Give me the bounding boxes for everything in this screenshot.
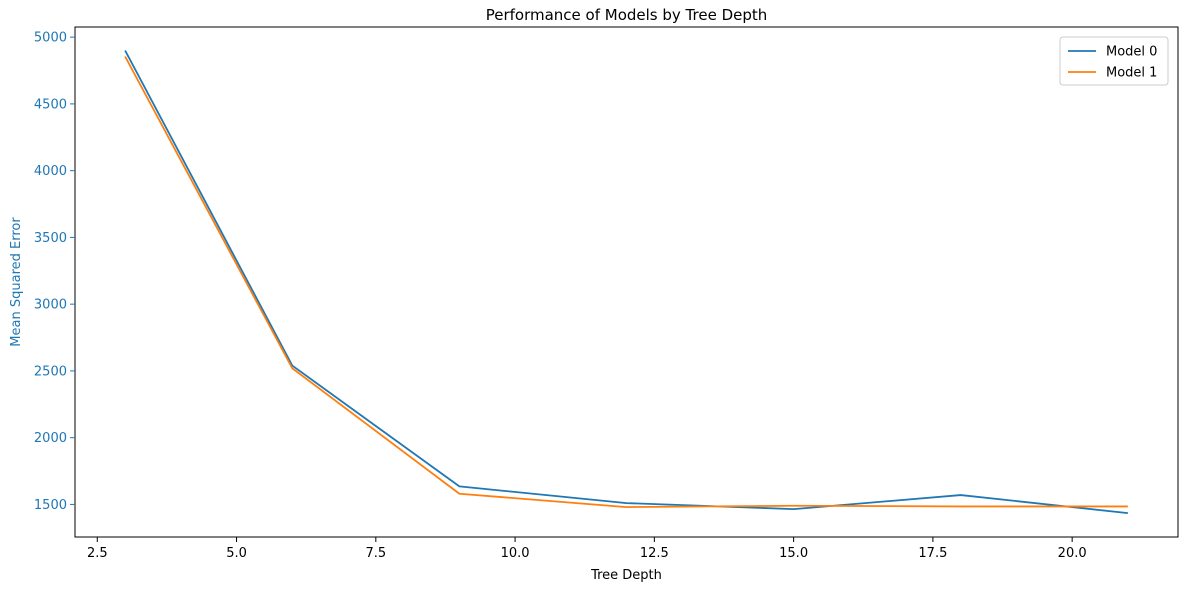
series-layer: [124, 50, 1128, 514]
x-tick-label: 17.5: [918, 546, 947, 561]
y-tick-label: 1500: [34, 498, 67, 513]
legend: Model 0 Model 1: [1059, 36, 1169, 86]
y-axis-label: Mean Squared Error: [9, 217, 24, 347]
x-tick-label: 12.5: [640, 546, 669, 561]
series-line-model-0: [124, 50, 1128, 514]
legend-label: Model 1: [1106, 66, 1157, 81]
y-tick-label: 4500: [34, 97, 67, 112]
y-tick-label: 3000: [34, 298, 67, 313]
x-axis-ticks: 2.5 5.0 7.5 10.0 12.5 15.0 17.5 20.0: [87, 537, 1087, 561]
plot-frame: [74, 26, 1179, 538]
y-tick-label: 5000: [34, 31, 67, 46]
x-axis-label: Tree Depth: [590, 568, 662, 583]
y-tick-label: 2500: [34, 364, 67, 379]
legend-box: [1059, 36, 1169, 86]
legend-label: Model 0: [1106, 45, 1157, 60]
x-tick-label: 5.0: [226, 546, 247, 561]
plot-area: [74, 26, 1179, 538]
x-tick-label: 10.0: [501, 546, 530, 561]
x-tick-label: 2.5: [87, 546, 108, 561]
y-axis-ticks: 1500 2000 2500 3000 3500 4000 4500 5000: [34, 31, 75, 513]
x-tick-label: 7.5: [365, 546, 386, 561]
y-tick-label: 3500: [34, 231, 67, 246]
chart-title: Performance of Models by Tree Depth: [486, 6, 768, 24]
y-tick-label: 2000: [34, 431, 67, 446]
y-tick-label: 4000: [34, 164, 67, 179]
x-tick-label: 20.0: [1058, 546, 1087, 561]
series-line-model-1: [124, 56, 1128, 508]
x-tick-label: 15.0: [779, 546, 808, 561]
